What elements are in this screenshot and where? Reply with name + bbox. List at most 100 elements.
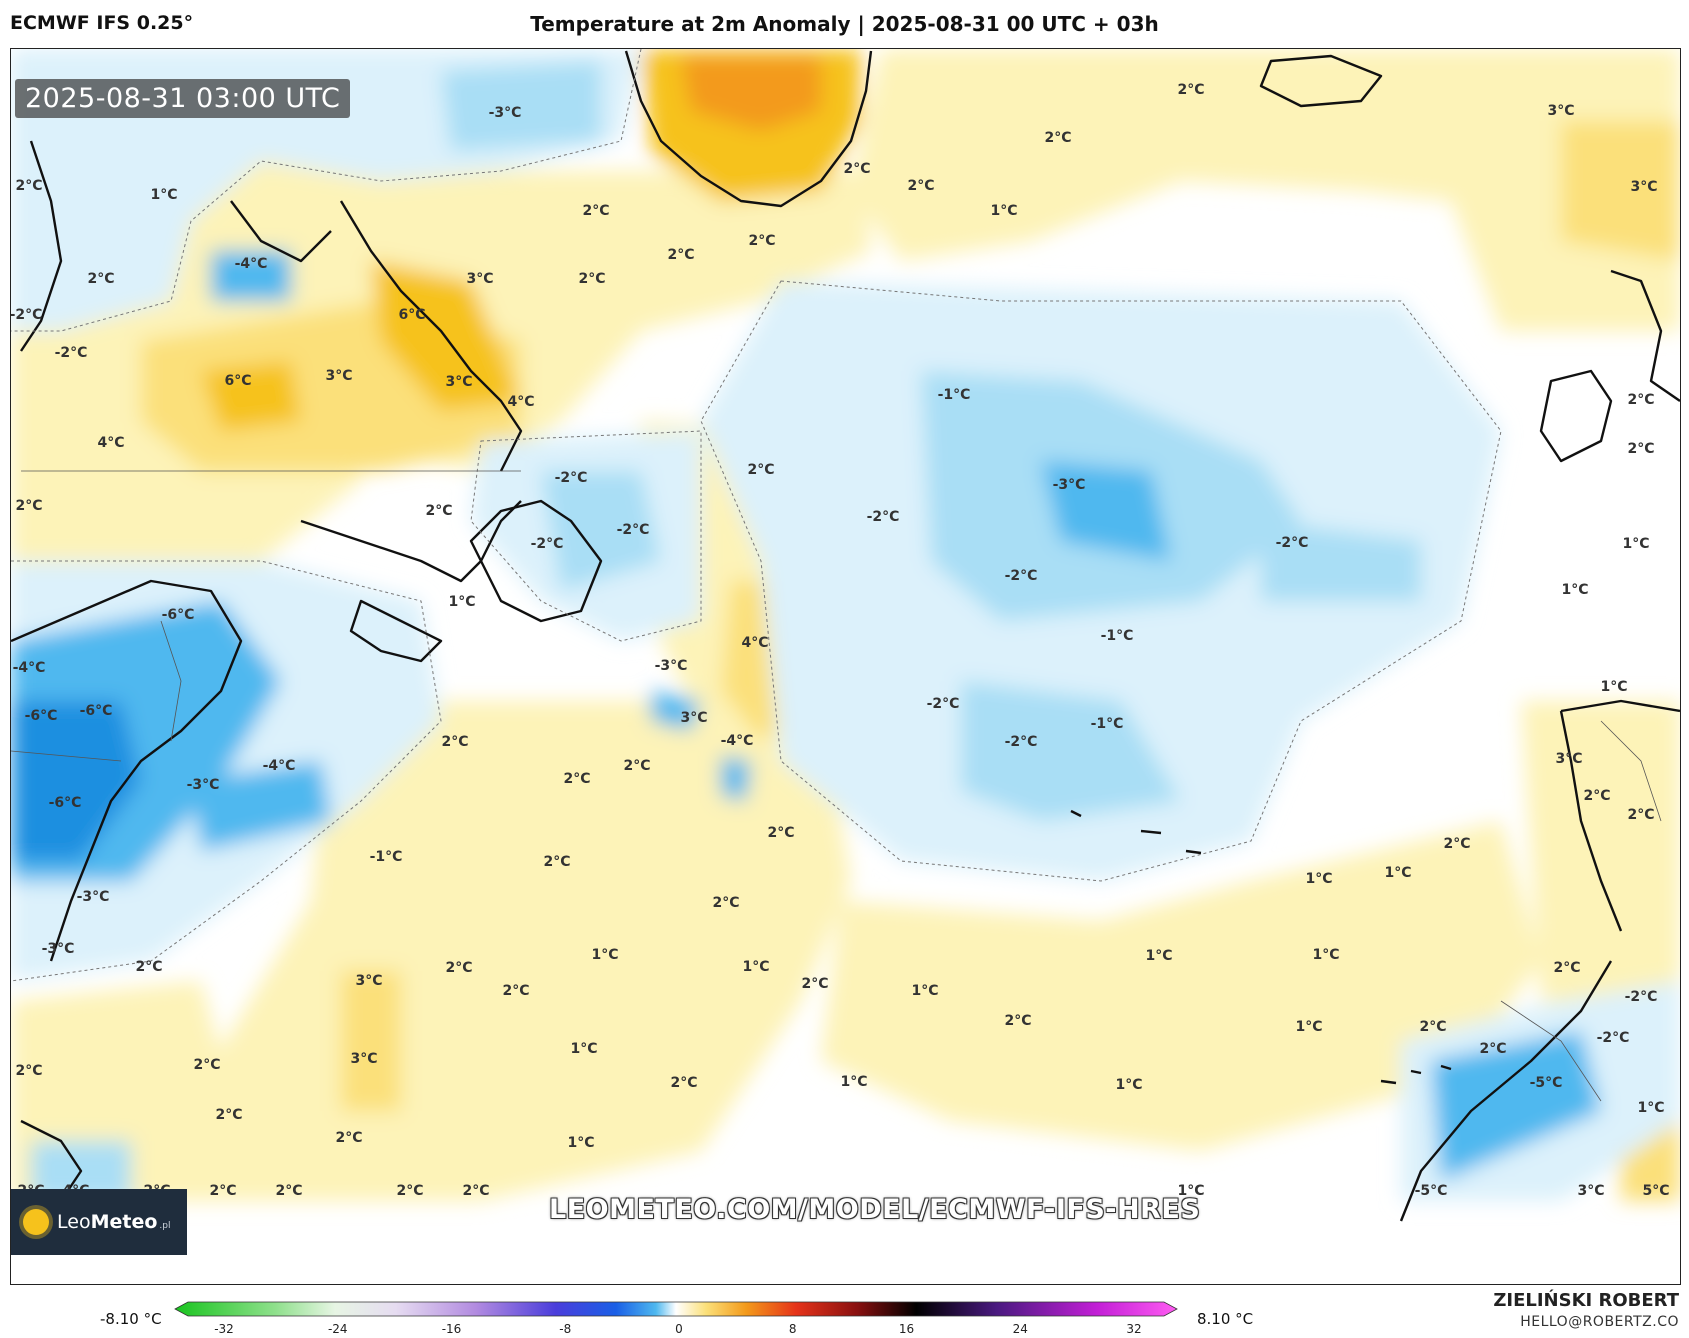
contour-label: -3°C xyxy=(654,658,688,674)
contour-label: 2°C xyxy=(670,1075,698,1091)
colorbar-tick-label: -24 xyxy=(327,1322,348,1336)
contour-label: -2°C xyxy=(1624,989,1658,1005)
contour-label: 2°C xyxy=(441,734,469,750)
azores-islands xyxy=(1070,809,1202,855)
contour-label: 3°C xyxy=(355,973,383,989)
contour-label: 1°C xyxy=(1312,947,1340,963)
contour-label: 2°C xyxy=(15,498,43,514)
contour-label: 4°C xyxy=(741,635,769,651)
colorbar-tick-label: -32 xyxy=(214,1322,234,1336)
author-name: ZIELIŃSKI ROBERT xyxy=(1493,1290,1679,1311)
contour-label: -1°C xyxy=(369,849,403,865)
iberia-coast xyxy=(1559,699,1680,932)
colorbar-tick-label: 24 xyxy=(1012,1322,1028,1336)
contour-label: 2°C xyxy=(135,959,163,975)
contour-label: -3°C xyxy=(186,777,220,793)
contour-label: 4°C xyxy=(507,394,535,410)
contour-label: 3°C xyxy=(1630,179,1658,195)
contour-label: 2°C xyxy=(767,825,795,841)
greenland-coast xyxy=(624,50,873,208)
cold-mid-core-2 xyxy=(961,681,1181,821)
warm-region-north-east xyxy=(851,49,1680,331)
contour-label: -2°C xyxy=(554,470,588,486)
contour-label: 2°C xyxy=(445,960,473,976)
newfoundland-coast xyxy=(469,499,603,623)
map-title: Temperature at 2m Anomaly | 2025-08-31 0… xyxy=(530,12,1159,36)
contour-label: -1°C xyxy=(1100,628,1134,644)
africa-coast xyxy=(1399,960,1613,1222)
cold-nw-core xyxy=(441,61,601,151)
bahamas-coast xyxy=(20,1119,83,1202)
contour-label: 6°C xyxy=(224,373,252,389)
britain-coast xyxy=(1610,269,1680,402)
valid-time-badge: 2025-08-31 03:00 UTC xyxy=(15,79,351,118)
contour-label: -3°C xyxy=(76,889,110,905)
contour-label: 2°C xyxy=(275,1183,303,1199)
source-url-watermark: LEOMETEO.COM/MODEL/ECMWF-IFS-HRES xyxy=(549,1194,1201,1225)
contour-label: 1°C xyxy=(911,983,939,999)
contour-label: 2°C xyxy=(1627,807,1655,823)
contour-label: -4°C xyxy=(720,733,754,749)
warm-peak-greenland xyxy=(681,56,821,131)
colorbar-min-label: -8.10 °C xyxy=(100,1310,162,1328)
contour-label: 6°C xyxy=(398,307,426,323)
contour-label: 2°C xyxy=(582,203,610,219)
contour-label: -1°C xyxy=(937,387,971,403)
labrador-coast xyxy=(339,200,523,472)
colorbar-tick-label: 16 xyxy=(898,1322,915,1336)
contour-label: 1°C xyxy=(150,187,178,203)
anomaly-map[interactable]: 2025-08-31 03:00 UTC -3°C 2°C 3°C 2°C 1°C 2°C… xyxy=(10,48,1681,1285)
warm-peak-quebec xyxy=(201,361,301,431)
contour-label: -1°C xyxy=(1090,716,1124,732)
contour-label: 2°C xyxy=(462,1183,490,1199)
contour-label: 2°C xyxy=(748,233,776,249)
contour-label: -2°C xyxy=(1275,535,1309,551)
contour-label: 1°C xyxy=(840,1074,868,1090)
warm-region-iberia xyxy=(1521,701,1680,1001)
contour-label: 2°C xyxy=(747,462,775,478)
contour-label: -6°C xyxy=(161,607,195,623)
contour-label: 2°C xyxy=(712,895,740,911)
contour-label: -3°C xyxy=(1052,477,1086,493)
contour-label: 2°C xyxy=(1479,1041,1507,1057)
sun-icon xyxy=(23,1209,49,1235)
contour-label: -6°C xyxy=(24,708,58,724)
contour-label: 1°C xyxy=(1384,865,1412,881)
contour-label: 2°C xyxy=(87,271,115,287)
iceland-coast xyxy=(1259,54,1383,108)
contour-label: 1°C xyxy=(1622,536,1650,552)
contour-label: -4°C xyxy=(234,256,268,272)
leometeo-logo[interactable]: LeoMeteo .pl xyxy=(11,1189,187,1255)
contour-label: 1°C xyxy=(1561,582,1589,598)
cold-mid-core-4 xyxy=(1041,461,1171,561)
contour-label: 2°C xyxy=(1583,788,1611,804)
zero-contours xyxy=(11,49,1502,982)
colorbar-tick-label: 32 xyxy=(1126,1322,1142,1336)
contour-label: 2°C xyxy=(193,1057,221,1073)
contour-label: -2°C xyxy=(54,345,88,361)
contour-label: -5°C xyxy=(1414,1183,1448,1199)
contour-label: 1°C xyxy=(567,1135,595,1151)
contour-label: 3°C xyxy=(1547,103,1575,119)
contour-label: 1°C xyxy=(1600,679,1628,695)
canary-islands xyxy=(1380,1064,1452,1085)
contour-label: -2°C xyxy=(1004,568,1038,584)
contour-label: 2°C xyxy=(209,1183,237,1199)
contour-label: 1°C xyxy=(1305,871,1333,887)
contour-label: -2°C xyxy=(866,509,900,525)
author-email[interactable]: HELLO@ROBERTZ.CO xyxy=(1520,1314,1679,1330)
contour-label: 2°C xyxy=(578,271,606,287)
contour-label: -6°C xyxy=(79,703,113,719)
contour-label: 2°C xyxy=(335,1130,363,1146)
st-lawrence-coast xyxy=(300,500,522,583)
colorbar-tick-label: 0 xyxy=(675,1322,683,1336)
contour-label: 1°C xyxy=(591,947,619,963)
contour-label: 2°C xyxy=(843,161,871,177)
contour-label: 2°C xyxy=(801,976,829,992)
contour-label: 2°C xyxy=(1443,836,1471,852)
contour-label: 1°C xyxy=(1177,1183,1205,1199)
contour-label: -5°C xyxy=(1529,1075,1563,1091)
warm-core-south xyxy=(341,971,401,1111)
borders xyxy=(11,470,1662,1102)
contour-label: 2°C xyxy=(1044,130,1072,146)
